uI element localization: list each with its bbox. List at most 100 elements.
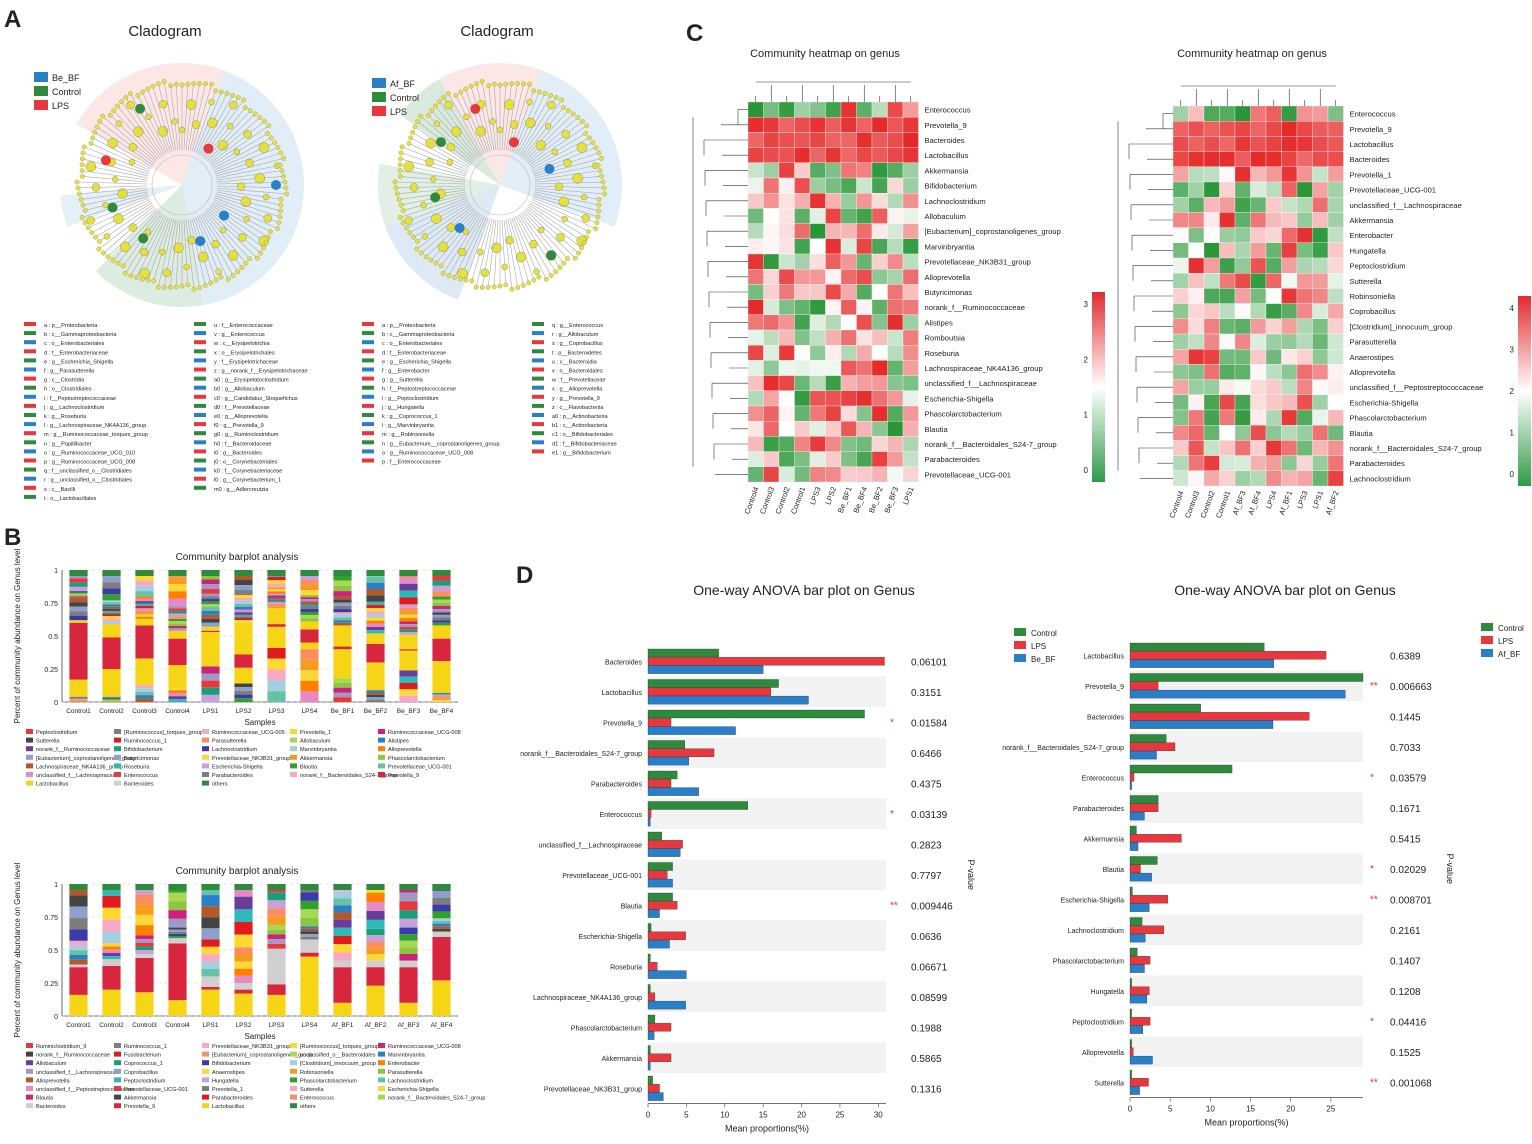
clade-leaf [446, 91, 451, 96]
heatmap-row-label: Phascolarctobacterium [1350, 414, 1427, 423]
clade-branch [212, 201, 271, 232]
clade-leaf [167, 284, 173, 290]
legend-label: Bacteroides [36, 1104, 66, 1110]
heatmap-title: Community heatmap on genus [750, 48, 900, 60]
bar-segment [69, 906, 88, 919]
clade-branch [465, 88, 489, 153]
heatmap-cell [1296, 349, 1313, 365]
clade-branch [530, 201, 589, 232]
heatmap-cell [871, 177, 888, 194]
colorbar-tick: 1 [1084, 411, 1089, 420]
heatmap-cell [887, 147, 904, 163]
heatmap-cell [1296, 105, 1313, 122]
heatmap-cell [1219, 136, 1236, 152]
clade-leaf [469, 278, 475, 284]
bar-segment [399, 901, 418, 911]
taxon-label: z : g__norank_f__Erysipelotrichaceae [214, 369, 308, 375]
bar-segment [300, 900, 319, 910]
bar-segment [300, 939, 319, 953]
legend-label: Phascolarctobacterium [300, 1078, 357, 1084]
taxon-label: m0 : g__Adlercreutzia [214, 487, 269, 493]
clade-leaf [453, 92, 459, 98]
heatmap-row-label: Prevotella_9 [925, 121, 967, 130]
significance-star: * [890, 717, 894, 728]
heatmap-cell [1281, 364, 1298, 380]
bar-segment-top [69, 884, 88, 890]
clade-node [420, 201, 427, 209]
legend-label: Ruminococcaceae_UCG-005 [212, 730, 285, 736]
bar-segment [300, 659, 319, 671]
bar-segment-top [267, 570, 286, 576]
heatmap-cell [1172, 349, 1189, 365]
clade-branch [88, 199, 151, 229]
bar-segment [300, 580, 319, 586]
heatmap-cell [747, 162, 764, 179]
heatmap-cell [747, 360, 764, 376]
heatmap-cell [825, 299, 842, 315]
heatmap-cell [825, 193, 842, 209]
anova-bar [647, 817, 651, 827]
heatmap-cell [778, 238, 795, 255]
bar-segment [366, 595, 385, 602]
heatmap-cell [1219, 181, 1236, 198]
bar-segment [333, 682, 352, 688]
legend-label: Ruminiclostridium_9 [36, 1044, 86, 1050]
clade-branch [147, 217, 171, 281]
heatmap-cell [1188, 349, 1205, 365]
clade-branch [402, 197, 468, 224]
taxon-swatch [24, 358, 36, 363]
heatmap-title: Community heatmap on genus [1177, 48, 1327, 60]
x-tick-label: Af_BF4 [431, 1022, 453, 1029]
bar-segment [234, 698, 253, 702]
clade-leaf [586, 135, 592, 141]
taxon-swatch [362, 385, 374, 390]
bar-segment [135, 914, 154, 926]
clade-leaf [579, 245, 584, 251]
bar-segment [267, 984, 286, 995]
bar-segment [135, 691, 154, 696]
heatmap-cell [1188, 166, 1205, 183]
clade-node [128, 142, 138, 152]
legend-swatch [114, 754, 121, 760]
clade-leaf [406, 141, 412, 146]
heatmap-row-label: Prevotella_1 [1350, 170, 1392, 179]
heatmap-cell [902, 314, 919, 331]
p-value-label: 0.1525 [1390, 1048, 1421, 1059]
heatmap-row-label: Lachnoclostridium [1350, 474, 1411, 483]
heatmap-col-label: Be_BF3 [882, 486, 900, 515]
bar-segment [135, 614, 154, 617]
bar-segment [69, 700, 88, 702]
heatmap-cell [1188, 227, 1205, 243]
taxon-label: a0 : g__Erysipelatoclostridium [214, 378, 289, 384]
heatmap-cell [747, 421, 764, 437]
bar-segment [234, 609, 253, 613]
clade-leaf [596, 208, 601, 214]
bar-segment [102, 602, 121, 605]
bar-segment [168, 696, 187, 700]
heatmap-cell [1327, 136, 1344, 152]
clade-branch [395, 181, 466, 185]
clade-branch [193, 217, 217, 281]
bar-segment [69, 615, 88, 621]
bar-segment [366, 697, 385, 700]
heatmap-cell [1327, 409, 1344, 426]
heatmap-cell [794, 314, 811, 331]
clade-leaf [596, 202, 602, 208]
clade-leaf [407, 230, 413, 235]
x-tick-label: 25 [835, 1111, 844, 1120]
legend-swatch [290, 746, 297, 752]
legend-label: [Clostridium]_innocuum_group [300, 1061, 376, 1067]
legend-label: Lachnoclostridium [388, 1078, 433, 1084]
x-tick-label: Control3 [132, 708, 157, 715]
taxon-label: c : o__Enterobacteriales [44, 341, 105, 347]
clade-node [145, 113, 152, 120]
legend-swatch [26, 780, 33, 786]
clade-leaf [203, 81, 208, 87]
bar-segment [432, 911, 451, 919]
anova-category-label: Prevotellaceae_UCG-001 [562, 873, 642, 880]
bar-segment [201, 666, 220, 674]
clade-leaf [80, 174, 85, 179]
legend-label: Marvinbryantia [300, 747, 338, 753]
heatmap-cell [840, 360, 857, 376]
x-tick-label: 20 [797, 1111, 806, 1120]
